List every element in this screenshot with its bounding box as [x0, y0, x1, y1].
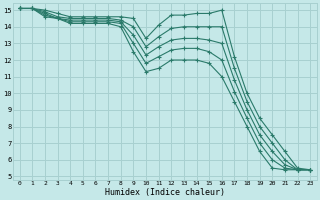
- X-axis label: Humidex (Indice chaleur): Humidex (Indice chaleur): [105, 188, 225, 197]
